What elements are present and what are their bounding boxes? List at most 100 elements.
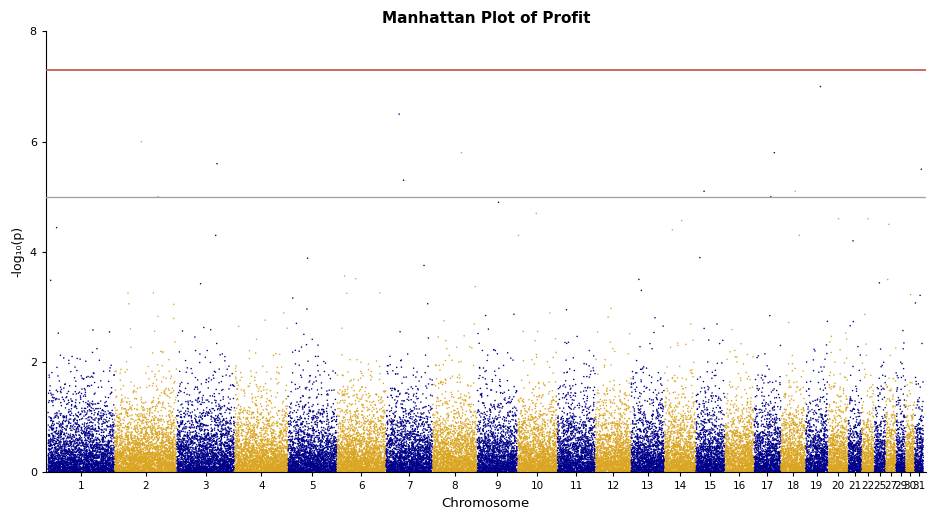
Point [332,442,347,451]
Point [336,423,351,431]
Point [532,467,547,475]
Point [777,449,792,457]
Point [853,440,868,449]
Point [446,441,461,450]
Point [478,451,493,459]
Point [563,450,578,458]
Point [883,461,898,469]
Point [307,426,322,434]
Point [885,461,900,469]
Point [90,464,105,472]
Point [511,456,526,464]
Point [496,459,511,467]
Point [287,451,302,460]
Point [878,466,893,474]
Point [283,464,298,473]
Point [895,466,910,474]
Point [178,411,193,419]
Point [377,455,392,463]
Point [46,459,61,467]
Point [753,456,768,464]
Point [632,389,647,397]
Point [613,450,628,458]
Point [200,452,215,461]
Point [292,451,307,460]
Point [764,441,779,449]
Point [472,363,487,371]
Point [819,465,834,473]
Point [528,456,543,465]
Point [473,451,488,460]
Point [250,458,265,467]
Point [353,440,368,448]
Point [217,454,232,463]
Point [233,376,248,384]
Point [545,429,560,438]
Point [816,455,831,464]
Point [893,460,908,468]
Point [287,455,302,463]
Point [46,467,61,476]
Point [651,449,666,457]
Point [870,433,885,441]
Point [672,468,687,476]
Point [342,416,357,424]
Point [42,432,57,440]
Point [250,424,265,432]
Point [504,462,519,470]
Point [642,458,657,467]
Point [661,396,676,404]
Point [354,463,369,472]
Point [232,444,247,453]
Point [542,461,557,469]
Point [751,449,766,457]
Point [459,462,474,470]
Point [449,463,464,471]
Point [671,461,686,469]
Point [487,465,502,473]
Point [764,468,779,476]
Point [461,461,477,469]
Point [795,459,810,467]
Point [459,435,474,443]
Point [749,467,764,476]
Point [673,458,688,467]
Point [53,385,68,393]
Point [511,463,526,472]
Point [409,422,424,430]
Point [355,437,370,445]
Point [792,465,807,474]
Point [418,460,433,468]
Point [552,437,567,445]
Point [850,466,865,475]
Point [767,464,782,473]
Point [81,454,96,462]
Point [905,460,920,468]
Point [711,459,726,467]
Point [265,462,280,470]
Point [219,454,234,462]
Point [667,413,682,421]
Point [149,432,164,441]
Point [314,423,329,431]
Point [787,439,802,447]
Point [251,461,266,469]
Point [640,448,655,456]
Point [514,439,529,448]
Point [607,449,622,457]
Point [853,454,868,463]
Point [849,418,864,426]
Point [633,458,648,467]
Point [614,456,629,464]
Point [511,454,526,463]
Point [386,420,401,429]
Point [221,444,236,452]
Point [205,404,220,413]
Point [166,454,181,462]
Point [450,442,465,451]
Point [541,463,556,472]
Point [129,462,144,470]
Point [803,455,818,463]
Point [68,466,83,475]
Point [882,424,897,432]
